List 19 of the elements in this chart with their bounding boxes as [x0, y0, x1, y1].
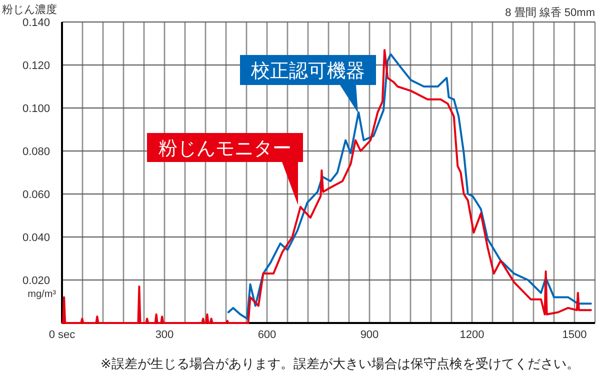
x-tick-label: 900 — [360, 329, 379, 341]
y-tick-label: 0.020 — [22, 275, 50, 287]
text: ※誤差が生じる場合があります。誤差が大きい場合は保守点検を受けてください。 — [100, 356, 580, 371]
x-tick-label: 1200 — [460, 329, 484, 341]
series-label: 校正認可機器 — [250, 61, 365, 82]
y-tick-label: 0.040 — [22, 232, 50, 244]
x-tick-label: 300 — [155, 329, 174, 341]
series-label: 粉じんモニター — [158, 138, 292, 160]
chart-subtitle: 8 畳間 線香 50mm — [505, 6, 595, 19]
x-tick-label: 0 sec — [48, 329, 76, 341]
x-tick-label: 1500 — [562, 329, 587, 341]
y-tick-label: 0.140 — [22, 17, 50, 29]
y-tick-label: 0.100 — [22, 103, 50, 115]
text: mg/m³ — [28, 289, 57, 300]
y-tick-label: 0.060 — [22, 189, 50, 201]
y-tick-label: 0.120 — [22, 60, 50, 72]
x-tick-label: 600 — [258, 329, 276, 341]
y-tick-label: 0.080 — [22, 146, 50, 158]
y-axis-title: 粉じん濃度 — [2, 3, 57, 16]
